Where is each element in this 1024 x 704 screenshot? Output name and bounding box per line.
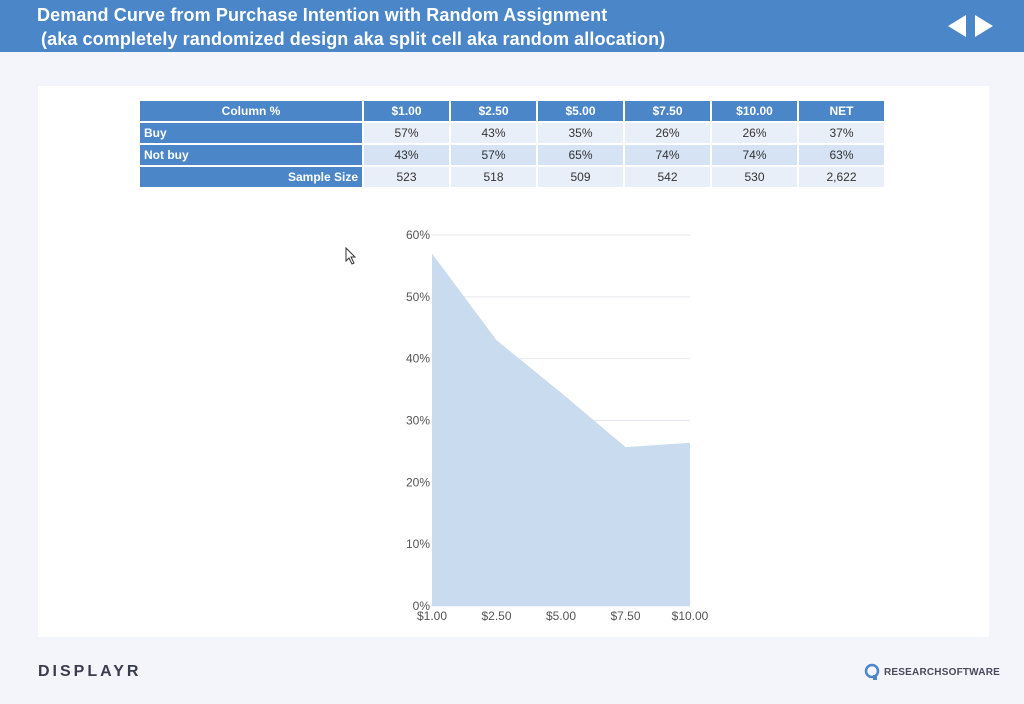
research-software-logo-text: RESEARCHSOFTWARE bbox=[884, 667, 1000, 678]
y-tick-label: 50% bbox=[406, 290, 430, 304]
mouse-pointer-icon bbox=[345, 247, 357, 270]
displayr-logo: DISPLAYR bbox=[38, 663, 141, 681]
x-tick-label: $2.50 bbox=[481, 609, 511, 623]
x-tick-label: $7.50 bbox=[610, 609, 640, 623]
y-axis-ticks: 0%10%20%30%40%50%60% bbox=[406, 228, 430, 613]
y-tick-label: 20% bbox=[406, 475, 430, 489]
area-series-fill bbox=[432, 254, 690, 606]
x-axis-ticks: $1.00 $2.50 $5.00 $7.50 $10.00 bbox=[417, 609, 709, 623]
x-tick-label: $1.00 bbox=[417, 609, 447, 623]
researchsoftware-logo: RESEARCHSOFTWARE bbox=[864, 663, 1000, 681]
y-tick-label: 60% bbox=[406, 228, 430, 242]
research-software-logo-icon bbox=[864, 663, 880, 681]
y-tick-label: 30% bbox=[406, 414, 430, 428]
area-series bbox=[432, 254, 690, 606]
x-tick-label: $10.00 bbox=[672, 609, 709, 623]
y-tick-label: 10% bbox=[406, 537, 430, 551]
x-tick-label: $5.00 bbox=[546, 609, 576, 623]
y-tick-label: 40% bbox=[406, 352, 430, 366]
